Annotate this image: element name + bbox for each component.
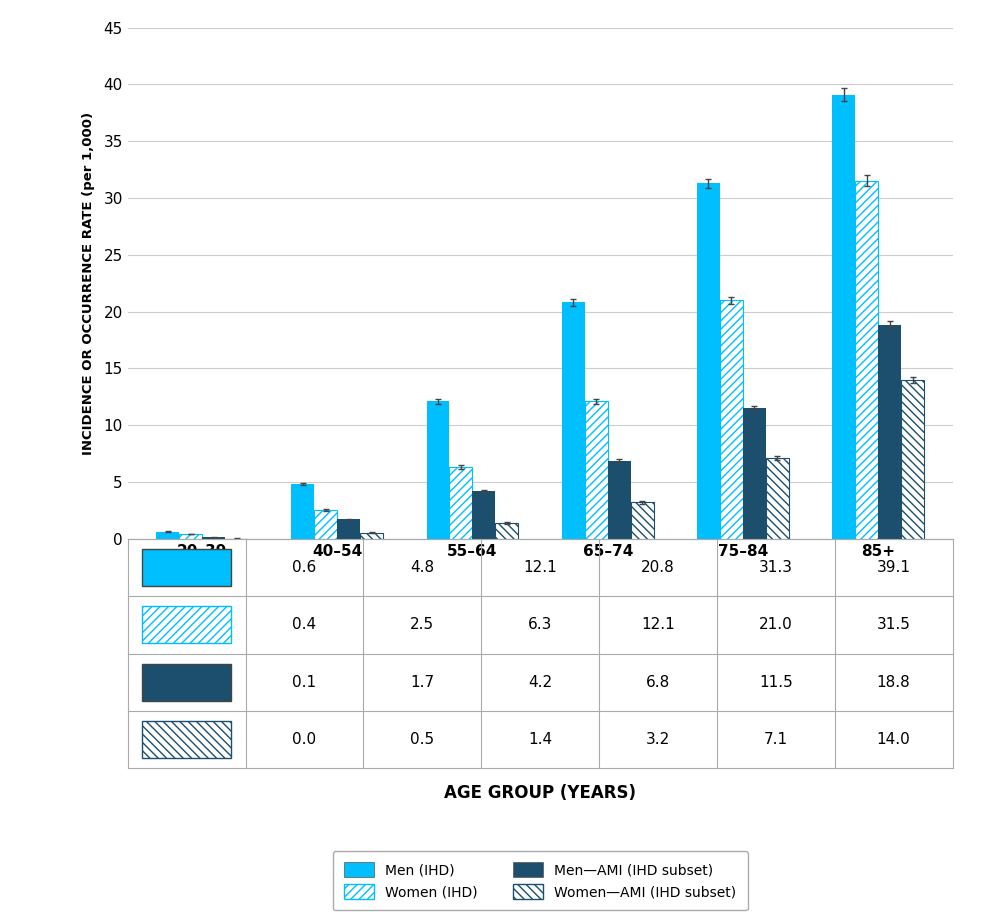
Bar <box>292 484 314 538</box>
Bar <box>720 301 743 538</box>
Bar <box>562 302 584 538</box>
Text: 31.3: 31.3 <box>759 560 792 574</box>
Bar <box>337 519 360 538</box>
Text: 12.1: 12.1 <box>641 618 675 632</box>
Bar <box>855 181 878 538</box>
Text: 1.7: 1.7 <box>410 675 434 690</box>
Text: 6.8: 6.8 <box>646 675 670 690</box>
Text: 0.0: 0.0 <box>293 732 316 747</box>
Text: 18.8: 18.8 <box>877 675 910 690</box>
Bar <box>697 183 720 538</box>
Text: 6.3: 6.3 <box>528 618 552 632</box>
Bar <box>314 510 337 538</box>
Text: 4.8: 4.8 <box>410 560 434 574</box>
Bar <box>141 549 232 585</box>
Text: 2.5: 2.5 <box>410 618 434 632</box>
Text: 21.0: 21.0 <box>759 618 792 632</box>
Text: 0.5: 0.5 <box>410 732 434 747</box>
Bar <box>901 380 924 538</box>
Text: AGE GROUP (YEARS): AGE GROUP (YEARS) <box>444 784 636 802</box>
Bar <box>426 401 450 538</box>
Bar <box>141 664 232 701</box>
Text: 0.1: 0.1 <box>293 675 316 690</box>
Text: 39.1: 39.1 <box>877 560 910 574</box>
Bar <box>766 458 789 538</box>
Bar <box>141 607 232 644</box>
Text: 14.0: 14.0 <box>877 732 910 747</box>
Text: 3.2: 3.2 <box>646 732 670 747</box>
Bar <box>496 523 518 538</box>
Bar <box>156 532 179 538</box>
Legend: Men (IHD), Women (IHD), Men—AMI (IHD subset), Women—AMI (IHD subset): Men (IHD), Women (IHD), Men—AMI (IHD sub… <box>333 851 747 910</box>
Bar <box>608 461 630 538</box>
Bar <box>472 491 496 538</box>
Bar <box>630 502 654 538</box>
Text: 31.5: 31.5 <box>877 618 910 632</box>
Bar <box>878 325 901 538</box>
Bar <box>179 534 202 538</box>
Bar <box>743 408 766 538</box>
Text: 4.2: 4.2 <box>528 675 552 690</box>
Y-axis label: INCIDENCE OR OCCURRENCE RATE (per 1,000): INCIDENCE OR OCCURRENCE RATE (per 1,000) <box>82 112 95 455</box>
Text: 1.4: 1.4 <box>528 732 552 747</box>
Bar <box>141 721 232 758</box>
Text: 0.4: 0.4 <box>293 618 316 632</box>
Text: 11.5: 11.5 <box>759 675 792 690</box>
Bar <box>832 95 855 538</box>
Bar <box>360 533 383 538</box>
Text: 0.6: 0.6 <box>293 560 316 574</box>
Bar <box>450 467 472 538</box>
Text: 7.1: 7.1 <box>764 732 788 747</box>
Bar <box>584 401 608 538</box>
Text: 20.8: 20.8 <box>641 560 675 574</box>
Text: 12.1: 12.1 <box>523 560 557 574</box>
